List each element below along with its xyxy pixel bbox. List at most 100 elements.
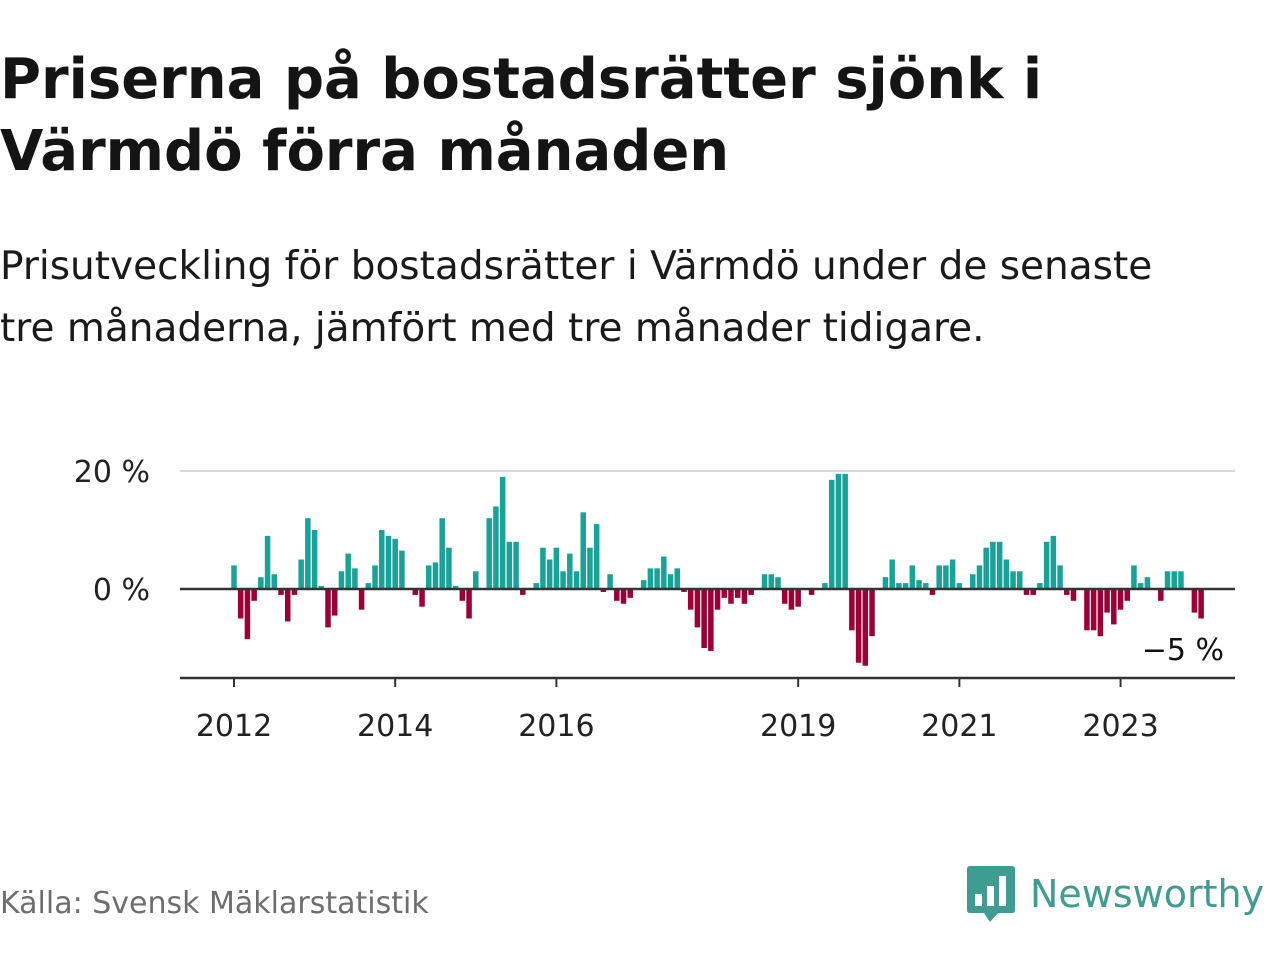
bar — [916, 580, 922, 589]
bar — [1164, 571, 1171, 589]
bar — [264, 535, 271, 589]
bar — [419, 589, 425, 607]
bar — [1171, 571, 1177, 589]
brand-logo: Newsworthy — [966, 864, 1264, 924]
bar — [983, 547, 989, 589]
y-tick-label: 0 % — [93, 573, 150, 608]
bar — [244, 589, 251, 640]
bar — [795, 589, 801, 607]
x-tick-label: 2021 — [921, 709, 997, 744]
bar — [593, 524, 600, 589]
x-tick-label: 2019 — [760, 709, 836, 744]
x-tick-label: 2016 — [518, 709, 594, 744]
bar — [379, 530, 385, 589]
bar — [781, 589, 788, 604]
bar — [640, 580, 647, 589]
bar — [714, 589, 721, 610]
bar — [284, 589, 291, 622]
bar — [661, 556, 667, 589]
bar — [573, 571, 580, 589]
bar — [849, 589, 855, 631]
newsworthy-logo-icon — [967, 866, 1015, 922]
bar — [439, 518, 445, 589]
bar — [1144, 577, 1151, 589]
bar — [949, 559, 956, 589]
bar — [587, 547, 593, 589]
bar — [1057, 565, 1063, 589]
bar — [694, 589, 701, 628]
bar — [889, 559, 895, 589]
bar — [654, 568, 660, 589]
bar — [298, 559, 304, 589]
brand-name: Newsworthy — [1030, 872, 1265, 916]
bar — [358, 589, 365, 610]
bar — [775, 577, 781, 589]
bar — [607, 574, 613, 589]
bar — [708, 589, 714, 651]
bar — [701, 589, 707, 648]
bar — [882, 577, 889, 589]
bar — [1104, 589, 1110, 613]
bar — [896, 583, 902, 589]
bar-chart: 0 % 20 % 2012 2014 2016 2019 2021 2023 −5 % — [74, 455, 1235, 744]
bar — [506, 541, 513, 589]
bar — [721, 589, 728, 598]
bar — [546, 559, 553, 589]
bar — [1084, 589, 1090, 631]
bar — [311, 530, 318, 589]
bar — [318, 586, 325, 589]
bar — [788, 589, 795, 610]
bar — [466, 589, 472, 619]
bar — [734, 589, 741, 598]
bar — [674, 568, 681, 589]
bar — [580, 512, 586, 589]
bar — [996, 541, 1003, 589]
bar — [936, 565, 942, 589]
bar — [533, 583, 539, 589]
bar — [231, 565, 237, 589]
x-tick-label: 2012 — [196, 709, 272, 744]
bar — [1017, 571, 1023, 589]
bar — [647, 568, 654, 589]
bar — [620, 589, 627, 604]
bar — [513, 541, 519, 589]
bar — [493, 506, 499, 589]
bar — [909, 565, 916, 589]
bar — [687, 589, 694, 610]
bar — [412, 589, 419, 595]
bar — [923, 583, 929, 589]
bars — [231, 473, 1204, 666]
bar — [278, 589, 284, 595]
bar — [251, 589, 257, 601]
bar — [291, 589, 298, 595]
bar — [600, 589, 607, 592]
bar — [1030, 589, 1036, 595]
bar — [1117, 589, 1124, 610]
bar — [768, 574, 775, 589]
bar — [567, 553, 573, 589]
bar — [614, 589, 620, 601]
bar — [1111, 589, 1117, 625]
bar — [459, 589, 466, 601]
bar — [822, 583, 828, 589]
bar — [305, 518, 311, 589]
bar — [446, 547, 452, 589]
bar — [432, 562, 439, 589]
bar — [681, 589, 687, 592]
bar — [452, 586, 459, 589]
bar — [352, 568, 358, 589]
bar — [1050, 535, 1057, 589]
bar — [741, 589, 748, 604]
bar — [392, 538, 398, 589]
x-tick-label: 2023 — [1082, 709, 1158, 744]
bar — [372, 565, 378, 589]
bar — [1037, 583, 1043, 589]
y-axis-labels: 0 % 20 % — [74, 455, 150, 608]
bar — [1131, 565, 1137, 589]
bar — [1043, 541, 1050, 589]
bar — [728, 589, 734, 604]
bar — [345, 553, 351, 589]
bar — [970, 574, 976, 589]
bar — [1158, 589, 1164, 601]
bar — [520, 589, 526, 595]
